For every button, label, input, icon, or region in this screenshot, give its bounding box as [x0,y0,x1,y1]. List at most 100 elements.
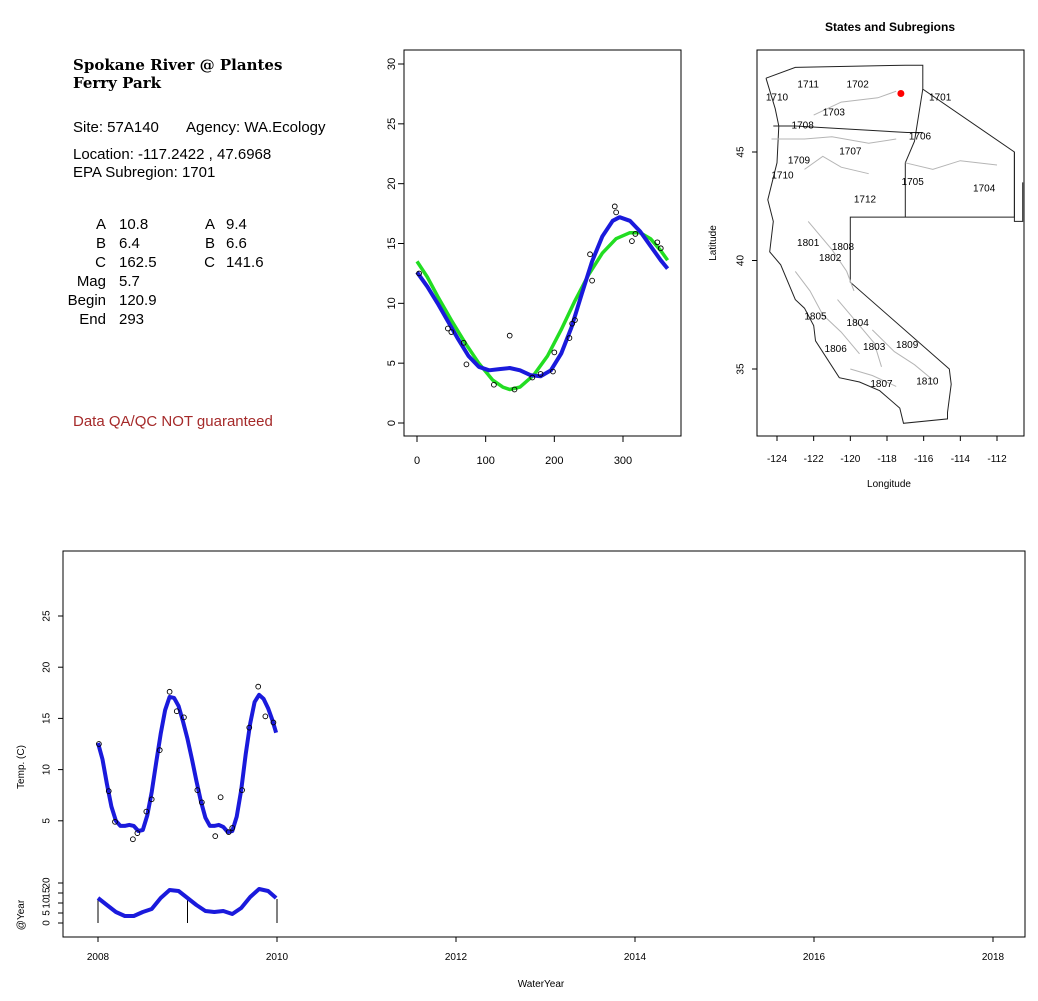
param-value: 6.4 [119,235,140,252]
y-tick-label: 25 [386,118,398,130]
y-tick-label: 5 [42,818,53,824]
subregion-label: 1701 [929,92,952,103]
y-tick-label: 25 [42,610,53,622]
seasonal-plot-frame [403,49,682,437]
data-point [130,836,136,843]
state-border-or-wa [773,125,923,133]
subregion-label: 1809 [896,340,919,351]
subregion-label: 1710 [771,171,794,182]
site-title-line2: Ferry Park [73,74,162,92]
y2-tick-label: 5 [42,910,53,916]
subregion-label: 1805 [804,312,827,323]
subregion-label: 1705 [902,177,925,188]
data-point [657,245,664,252]
data-point [537,371,544,377]
data-point [262,713,269,720]
subregion-label: 1808 [832,242,855,253]
fit-curve-blue [415,215,670,379]
param-value: 162.5 [119,254,157,271]
subregion-label: 1708 [792,121,815,132]
subregion-boundary [794,271,860,355]
data-point [134,830,141,836]
data-point [460,339,467,346]
temperature-smooth-curve [96,692,279,835]
subregion-label: 1806 [825,344,848,355]
x-tick-label: 300 [614,455,632,467]
x-tick-label: -116 [914,454,934,465]
y-tick-label: 10 [42,764,53,776]
data-point [105,788,112,794]
subregion-label: 1802 [819,253,842,264]
subregion-boundary [837,299,882,367]
x-tick-label: 2008 [87,952,110,963]
data-point [491,381,497,388]
data-point [445,325,451,332]
data-point [569,320,576,327]
data-point [529,374,536,381]
y-tick-label: 20 [386,178,398,190]
data-point [255,683,262,690]
subregion-label: 1704 [973,184,996,195]
data-point [229,825,236,831]
subregion-boundary [905,160,998,170]
data-point [551,349,558,356]
epa-subregion: EPA Subregion: 1701 [73,164,216,181]
subregion-label: 1712 [854,194,877,205]
param-label: End [79,311,106,328]
param-label: Mag [76,273,106,290]
y-tick-label: 0 [386,420,398,426]
subregion-boundary [871,329,934,381]
yearly-smooth-curve [96,887,278,918]
data-point [217,794,224,801]
y-tick-label: 20 [42,661,53,673]
subregion-label: 1710 [766,92,789,103]
x-tick-label: -120 [840,454,860,465]
data-point [566,335,573,341]
x-tick-label: 0 [414,455,420,467]
subregion-label: 1703 [823,108,846,119]
subregion-boundary [850,368,897,387]
data-point [112,818,118,825]
data-point [589,277,595,284]
y2-tick-label: 15 [42,887,53,899]
timeseries-y2-axis-label: @Year [16,899,27,930]
y-tick-label: 35 [736,363,747,375]
data-point [239,787,245,793]
map-plot-frame [756,49,1025,437]
subregion-boundary [813,90,897,116]
state-border-id [904,89,924,218]
data-point [587,251,593,258]
y2-tick-label: 10 [42,897,53,909]
param-label: A [95,216,106,233]
timeseries-x-axis-label: WaterYear [518,979,565,990]
y-tick-label: 40 [736,255,747,267]
param-label: A [204,216,215,233]
x-tick-label: 2012 [445,952,468,963]
param-label: Begin [67,292,106,309]
data-point [572,317,578,323]
data-point [463,361,470,368]
x-tick-label: 2018 [982,952,1005,963]
param-value: 293 [119,311,145,328]
param-label: C [95,254,106,271]
param-value: 6.6 [226,235,247,252]
data-point [654,239,661,246]
y2-tick-label: 0 [42,920,53,926]
data-point [613,209,619,216]
subregion-label: 1706 [909,131,932,142]
y2-tick-label: 20 [42,877,53,889]
data-point [198,799,205,806]
param-label: B [204,235,215,252]
data-point [448,329,455,335]
x-tick-label: -114 [951,454,971,465]
state-outline [765,64,1015,424]
data-point [156,747,163,753]
site-marker [897,89,905,97]
x-tick-label: 2014 [624,952,647,963]
agency: Agency: WA.Ecology [186,119,326,136]
x-tick-label: -112 [987,454,1007,465]
site-title-line1: Spokane River @ Plantes [73,56,283,74]
map-y-axis-label: Latitude [708,225,719,261]
param-value: 10.8 [119,216,149,233]
subregion-label: 1807 [870,379,893,390]
